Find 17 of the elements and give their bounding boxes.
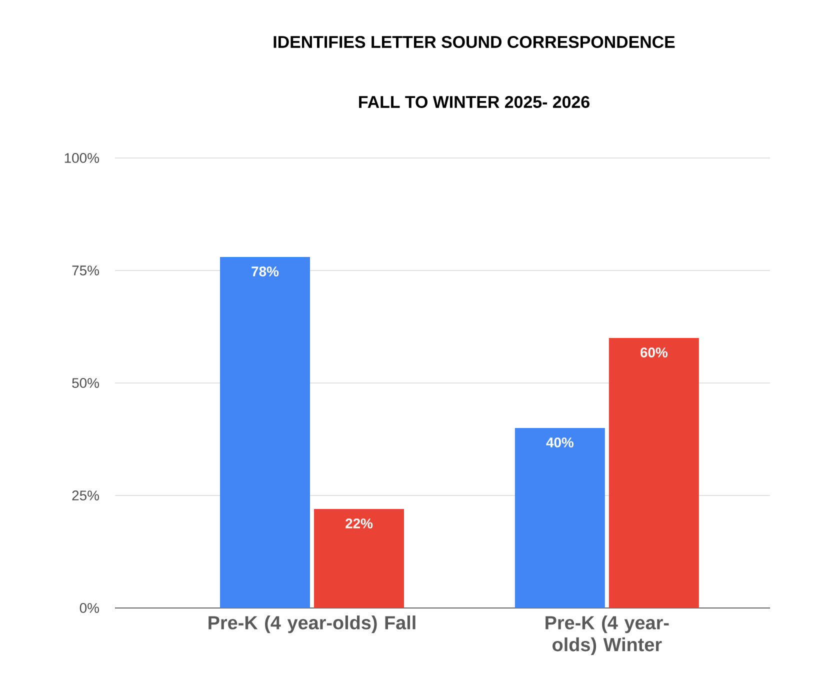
- data-label: 22%: [346, 518, 373, 528]
- y-tick-label: 0%: [80, 603, 99, 613]
- chart-subtitle: FALL TO WINTER 2025- 2026: [359, 96, 590, 108]
- chart-title: IDENTIFIES LETTER SOUND CORRESPONDENCE: [274, 36, 675, 48]
- data-label: 60%: [640, 347, 668, 358]
- x-tick-label: Pre-K (4 year-olds) Fall: [208, 616, 416, 634]
- bar: [514, 428, 605, 608]
- data-label: 40%: [546, 437, 574, 448]
- y-tick-label: 25%: [72, 490, 99, 500]
- bar: [608, 338, 699, 608]
- bar: [314, 508, 404, 608]
- y-tick-label: 75%: [72, 266, 99, 276]
- y-tick-label: 50%: [72, 378, 99, 388]
- y-tick-label: 100%: [64, 153, 99, 163]
- bar: [220, 256, 310, 608]
- data-label: 78%: [252, 266, 279, 276]
- x-tick-label: Pre-K (4 year-olds) Winter: [546, 616, 669, 656]
